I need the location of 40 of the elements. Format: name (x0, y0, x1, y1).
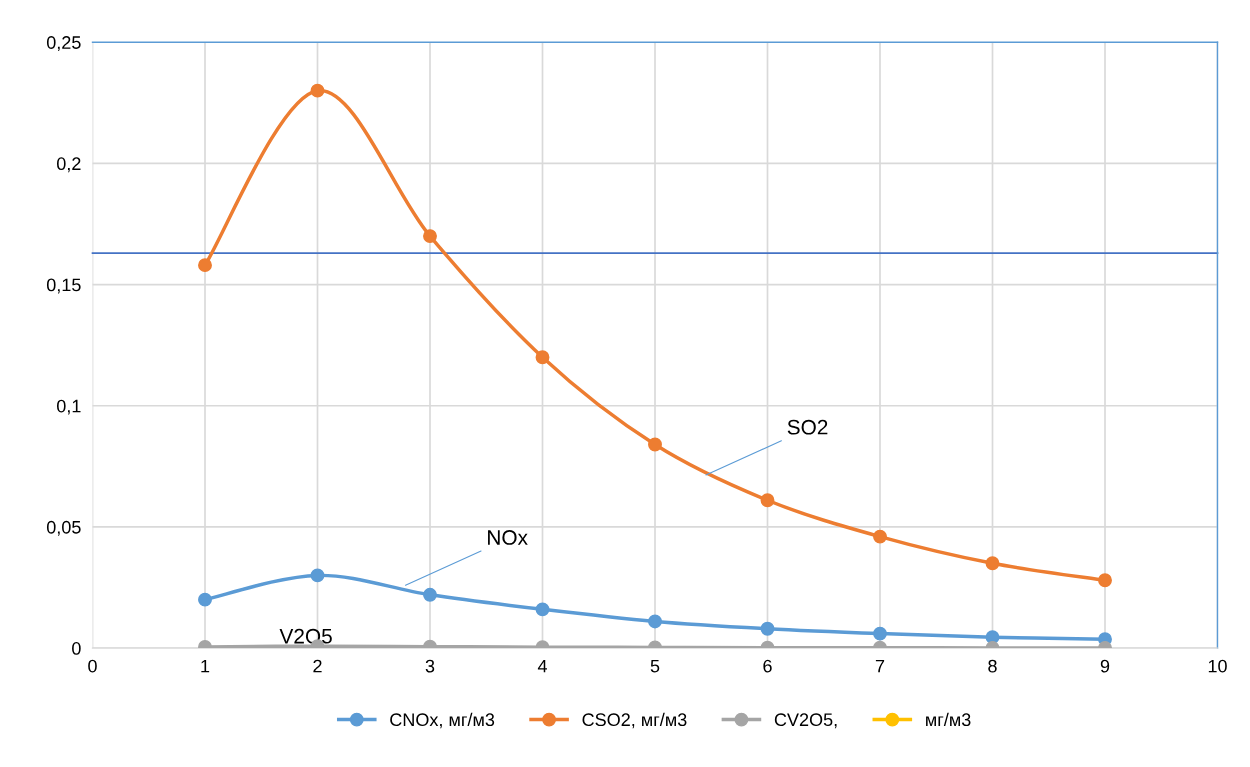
x-tick-label: 1 (201, 659, 210, 673)
point (648, 614, 662, 629)
y-tick-label: 0,05 (46, 520, 81, 536)
point (648, 437, 662, 452)
y-tick-label: 0,15 (46, 278, 81, 294)
x-tick-label: 5 (650, 659, 660, 673)
x-tick-label: 7 (875, 659, 885, 673)
x-tick-label: 6 (763, 659, 772, 673)
point (760, 621, 775, 636)
legend-label: CNOx, мг/м3 (390, 712, 495, 729)
point (198, 592, 212, 607)
point (535, 350, 550, 365)
point (1098, 573, 1112, 588)
point (760, 493, 775, 508)
point (985, 556, 1000, 571)
point (198, 258, 212, 273)
point (310, 83, 325, 98)
point (310, 568, 325, 583)
x-tick-label: 2 (313, 659, 322, 673)
annotation: V2O5 (279, 628, 332, 644)
y-tick-label: 0,1 (57, 399, 81, 415)
x-tick-label: 0 (88, 659, 97, 673)
legend-label: мг/м3 (926, 712, 971, 727)
point (535, 602, 550, 617)
x-tick-label: 10 (1208, 659, 1227, 673)
x-tick-label: 8 (988, 659, 997, 673)
legend-label: CV2O5, (774, 713, 837, 729)
point (423, 587, 437, 602)
y-tick-label: 0,25 (46, 36, 81, 52)
x-tick-label: 4 (537, 659, 547, 673)
annotation: SO2 (787, 419, 828, 435)
y-tick-label: 0 (72, 642, 81, 655)
x-tick-label: 9 (1100, 659, 1110, 673)
annotation: NOx (488, 530, 528, 545)
point (873, 529, 887, 544)
x-tick-label: 3 (425, 659, 435, 673)
legend-label: CSO2, мг/м3 (582, 712, 687, 729)
point (873, 626, 887, 641)
point (423, 229, 437, 244)
y-tick-label: 0,2 (57, 157, 81, 173)
